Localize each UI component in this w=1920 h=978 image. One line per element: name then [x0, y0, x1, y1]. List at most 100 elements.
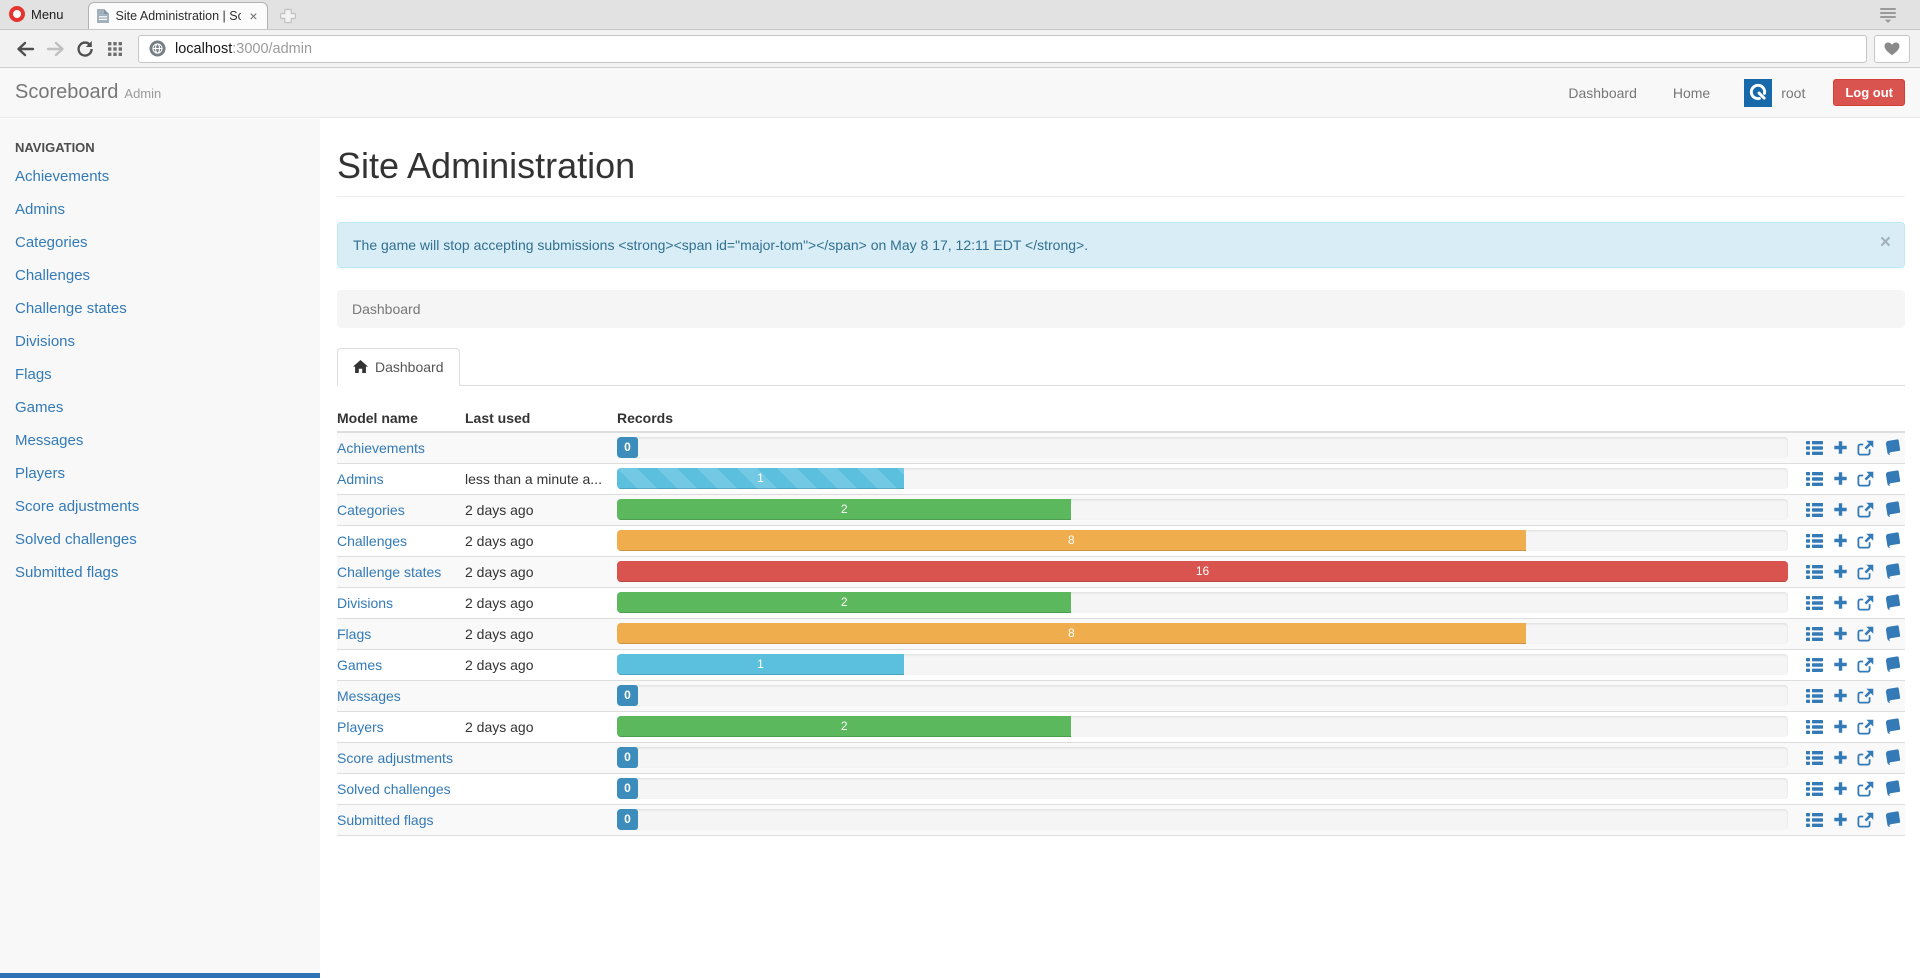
export-icon[interactable]	[1857, 471, 1874, 487]
sidebar-link[interactable]: Divisions	[15, 333, 76, 350]
list-icon[interactable]	[1806, 471, 1823, 486]
model-link[interactable]: Solved challenges	[337, 780, 451, 797]
sidebar-link[interactable]: Submitted flags	[15, 564, 119, 581]
tab-menu-button[interactable]	[1878, 7, 1898, 29]
add-icon[interactable]	[1833, 719, 1848, 734]
history-icon[interactable]	[1884, 749, 1902, 766]
reload-button[interactable]	[70, 34, 100, 64]
export-icon[interactable]	[1857, 595, 1874, 611]
row-actions	[1792, 718, 1905, 735]
bookmark-button[interactable]	[1874, 34, 1910, 63]
list-icon[interactable]	[1806, 440, 1823, 455]
model-link[interactable]: Games	[337, 656, 383, 673]
add-icon[interactable]	[1833, 626, 1848, 641]
model-link[interactable]: Players	[337, 718, 384, 735]
list-icon[interactable]	[1806, 564, 1823, 579]
last-used-cell: 2 days ago	[465, 563, 534, 580]
sidebar-link[interactable]: Games	[15, 399, 64, 416]
add-icon[interactable]	[1833, 471, 1848, 486]
export-icon[interactable]	[1857, 564, 1874, 580]
model-link[interactable]: Messages	[337, 687, 401, 704]
list-icon[interactable]	[1806, 781, 1823, 796]
export-icon[interactable]	[1857, 812, 1874, 828]
add-icon[interactable]	[1833, 750, 1848, 765]
history-icon[interactable]	[1884, 563, 1902, 580]
sidebar-link[interactable]: Flags	[15, 366, 52, 383]
export-icon[interactable]	[1857, 626, 1874, 642]
browser-menu-button[interactable]: Menu	[0, 0, 74, 29]
export-icon[interactable]	[1857, 750, 1874, 766]
tab-close-icon[interactable]: ×	[249, 8, 258, 24]
browser-tab[interactable]: Site Administration | Sco ×	[87, 2, 268, 29]
list-icon[interactable]	[1806, 812, 1823, 827]
model-link[interactable]: Achievements	[337, 439, 425, 456]
new-tab-button[interactable]	[279, 8, 296, 24]
add-icon[interactable]	[1833, 564, 1848, 579]
history-icon[interactable]	[1884, 780, 1902, 797]
address-bar[interactable]: localhost:3000/admin	[138, 34, 1867, 63]
forward-button[interactable]	[40, 34, 70, 64]
sidebar-link[interactable]: Challenge states	[15, 300, 127, 317]
sidebar-link[interactable]: Achievements	[15, 168, 110, 185]
add-icon[interactable]	[1833, 688, 1848, 703]
history-icon[interactable]	[1884, 532, 1902, 549]
history-icon[interactable]	[1884, 656, 1902, 673]
list-icon[interactable]	[1806, 750, 1823, 765]
list-icon[interactable]	[1806, 657, 1823, 672]
history-icon[interactable]	[1884, 811, 1902, 828]
add-icon[interactable]	[1833, 781, 1848, 796]
sidebar-item: Achievements	[15, 160, 305, 193]
model-link[interactable]: Admins	[337, 470, 384, 487]
records-cell: 16	[617, 561, 1792, 583]
add-icon[interactable]	[1833, 657, 1848, 672]
add-icon[interactable]	[1833, 440, 1848, 455]
model-cell: Games	[337, 657, 465, 673]
alert-close-icon[interactable]: ×	[1879, 231, 1891, 253]
export-icon[interactable]	[1857, 688, 1874, 704]
history-icon[interactable]	[1884, 594, 1902, 611]
model-link[interactable]: Score adjustments	[337, 749, 453, 766]
export-icon[interactable]	[1857, 502, 1874, 518]
model-link[interactable]: Flags	[337, 625, 372, 642]
sidebar-item: Games	[15, 391, 305, 424]
sidebar-link[interactable]: Messages	[15, 432, 84, 449]
history-icon[interactable]	[1884, 718, 1902, 735]
add-icon[interactable]	[1833, 595, 1848, 610]
add-icon[interactable]	[1833, 533, 1848, 548]
history-icon[interactable]	[1884, 687, 1902, 704]
history-icon[interactable]	[1884, 501, 1902, 518]
model-link[interactable]: Categories	[337, 501, 405, 518]
list-icon[interactable]	[1806, 502, 1823, 517]
model-link[interactable]: Challenge states	[337, 563, 442, 580]
sidebar-link[interactable]: Score adjustments	[15, 498, 140, 515]
history-icon[interactable]	[1884, 625, 1902, 642]
model-link[interactable]: Challenges	[337, 532, 408, 549]
list-icon[interactable]	[1806, 626, 1823, 641]
sidebar-link[interactable]: Challenges	[15, 267, 91, 284]
export-icon[interactable]	[1857, 781, 1874, 797]
export-icon[interactable]	[1857, 440, 1874, 456]
export-icon[interactable]	[1857, 657, 1874, 673]
add-icon[interactable]	[1833, 812, 1848, 827]
logout-button[interactable]: Log out	[1833, 79, 1905, 106]
model-link[interactable]: Submitted flags	[337, 811, 434, 828]
export-icon[interactable]	[1857, 533, 1874, 549]
sidebar-link[interactable]: Solved challenges	[15, 531, 137, 548]
export-icon[interactable]	[1857, 719, 1874, 735]
tab-dashboard[interactable]: Dashboard	[337, 347, 460, 386]
list-icon[interactable]	[1806, 595, 1823, 610]
history-icon[interactable]	[1884, 439, 1902, 456]
sidebar-link[interactable]: Admins	[15, 201, 66, 218]
nav-home-link[interactable]: Home	[1672, 84, 1711, 101]
history-icon[interactable]	[1884, 470, 1902, 487]
list-icon[interactable]	[1806, 533, 1823, 548]
list-icon[interactable]	[1806, 719, 1823, 734]
sidebar-link[interactable]: Categories	[15, 234, 88, 251]
model-link[interactable]: Divisions	[337, 594, 394, 611]
back-button[interactable]	[10, 34, 40, 64]
nav-dashboard-link[interactable]: Dashboard	[1568, 84, 1637, 101]
list-icon[interactable]	[1806, 688, 1823, 703]
add-icon[interactable]	[1833, 502, 1848, 517]
sidebar-link[interactable]: Players	[15, 465, 66, 482]
speed-dial-button[interactable]	[100, 34, 130, 64]
